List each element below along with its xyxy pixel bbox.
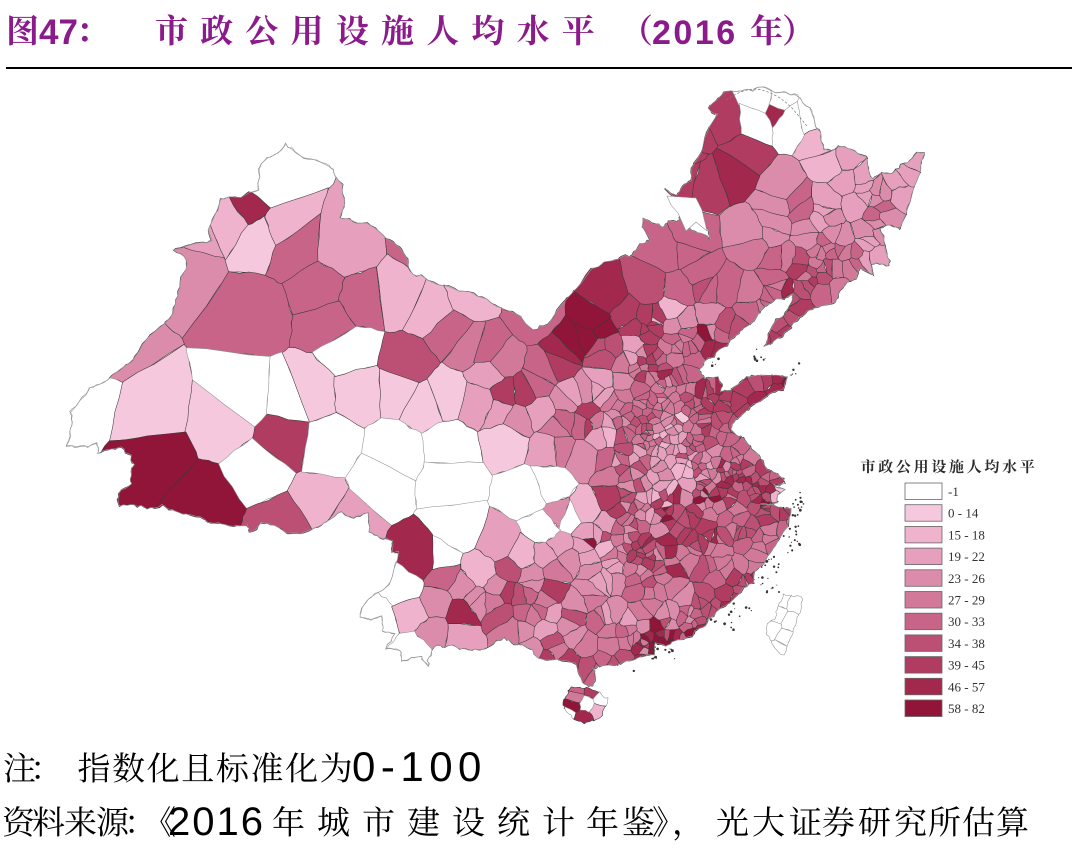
svg-text:0 - 14: 0 - 14 <box>948 506 979 521</box>
svg-text:34 - 38: 34 - 38 <box>948 636 985 651</box>
svg-text:15 - 18: 15 - 18 <box>948 527 985 542</box>
svg-text:23 - 26: 23 - 26 <box>948 571 985 586</box>
svg-text:-1: -1 <box>948 484 959 499</box>
svg-text:47: 47 <box>39 13 78 52</box>
svg-text:19 - 22: 19 - 22 <box>948 549 985 564</box>
svg-text:27 - 29: 27 - 29 <box>948 593 985 608</box>
svg-text:39 - 45: 39 - 45 <box>948 658 985 673</box>
svg-text:46 - 57: 46 - 57 <box>948 679 985 694</box>
svg-text:30 - 33: 30 - 33 <box>948 614 985 629</box>
svg-text:58 - 82: 58 - 82 <box>948 701 985 716</box>
svg-text:2016: 2016 <box>168 800 265 844</box>
svg-text:2016: 2016 <box>652 14 738 52</box>
svg-text:0-100: 0-100 <box>352 743 487 790</box>
